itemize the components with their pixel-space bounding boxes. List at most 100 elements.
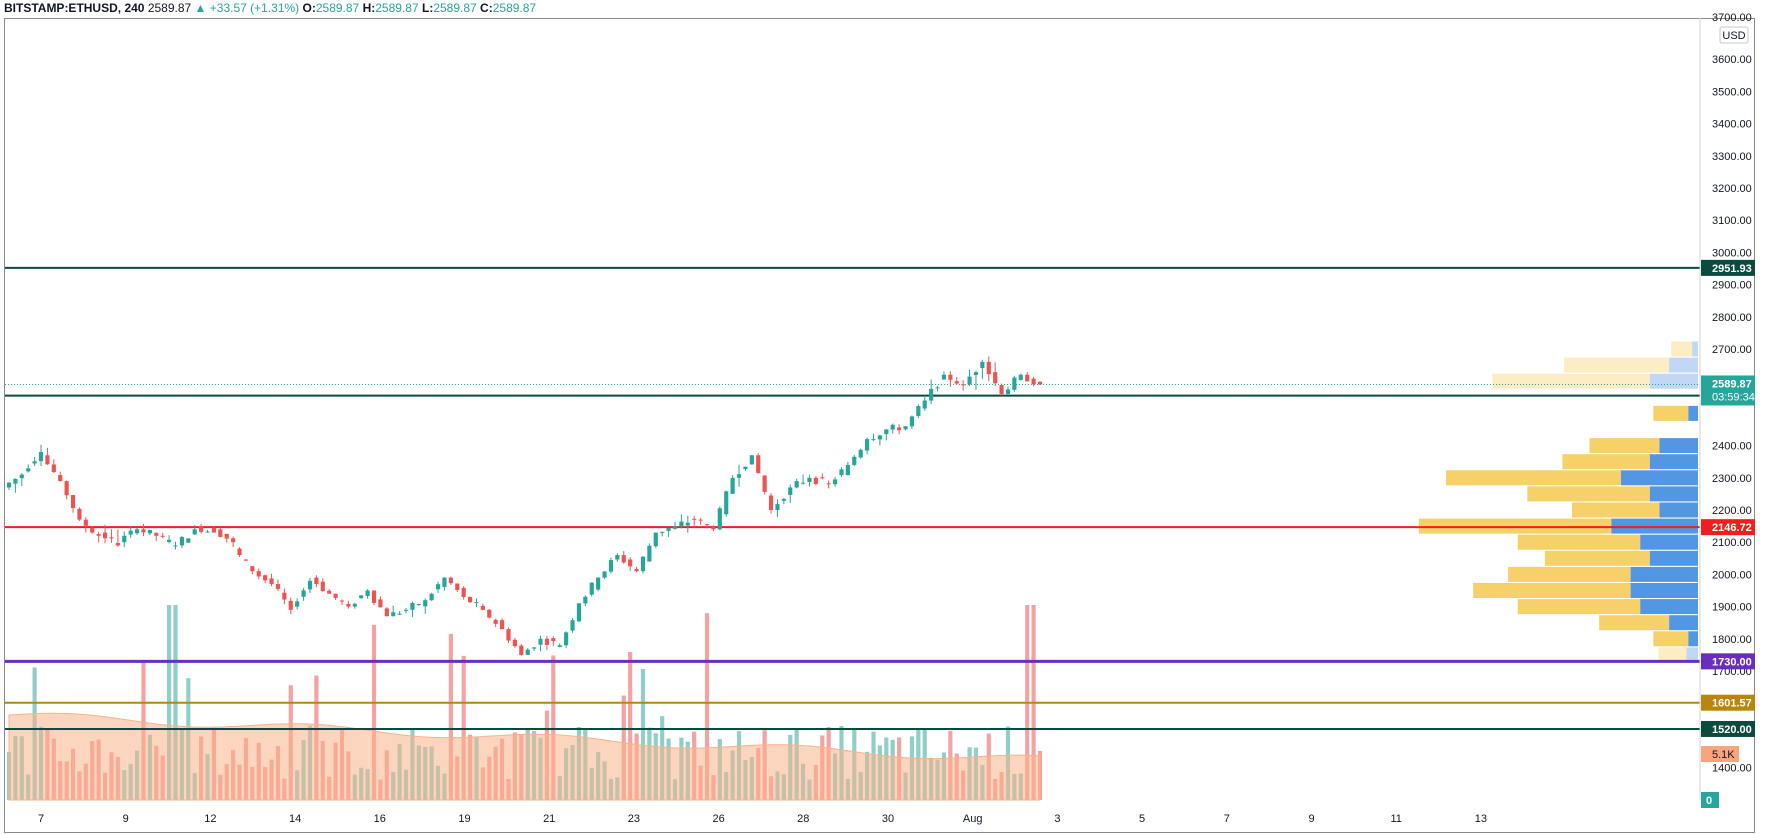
candle-body — [519, 645, 524, 655]
volume-profile-down-bar — [1630, 566, 1698, 582]
candle-body — [333, 593, 338, 598]
candle-body — [301, 590, 306, 597]
open-value: 2589.87 — [315, 1, 360, 15]
low-value: 2589.87 — [433, 1, 477, 15]
x-tick-label: 14 — [289, 813, 301, 825]
volume-bar — [640, 668, 646, 800]
volume-bar — [551, 655, 556, 800]
level-price-label: 1520.00 — [1712, 724, 1752, 736]
open-label: O: — [302, 1, 316, 15]
candle-body — [743, 466, 748, 470]
candle-body — [897, 427, 902, 431]
volume-profile-up-bar — [1473, 583, 1631, 598]
candle-body — [205, 531, 210, 533]
y-tick-label: 3400.00 — [1712, 119, 1752, 131]
volume-profile-down-bar — [1686, 647, 1698, 663]
candle-body — [589, 582, 594, 595]
volume-zero-label: 0 — [1706, 795, 1712, 807]
candle-body — [263, 575, 268, 581]
candle-body — [781, 498, 786, 501]
candles-layer — [6, 356, 1043, 656]
volume-profile-down-bar — [1649, 454, 1698, 470]
candle-body — [871, 439, 876, 441]
candle-body — [583, 596, 588, 604]
x-tick-label: 23 — [628, 813, 640, 825]
candle-body — [429, 593, 434, 601]
candle-body — [653, 532, 658, 547]
candle-body — [865, 439, 870, 451]
candle-body — [672, 526, 678, 529]
volume-profile-up-bar — [1517, 599, 1641, 615]
volume-ma-area — [8, 712, 1041, 801]
candle-body — [147, 529, 152, 534]
candle-body — [448, 577, 453, 584]
y-tick-label: 2300.00 — [1712, 473, 1752, 485]
candle-body — [794, 481, 799, 488]
time-axis: 7 9 12 14 16 19 21 23 26 28 30 Aug 3 5 7 9 11 13 — [38, 813, 1487, 825]
chart-frame — [4, 18, 1755, 833]
candle-body — [1025, 374, 1030, 382]
candle-body — [993, 372, 998, 384]
volume-bar — [448, 633, 453, 800]
volume-profile-up-bar — [1418, 518, 1612, 534]
candle-body — [954, 381, 959, 384]
volume-bar — [704, 613, 710, 800]
volume-bar — [461, 655, 466, 800]
candle-body — [1012, 377, 1017, 390]
candle-body — [141, 529, 146, 533]
y-tick-label: 1400.00 — [1712, 763, 1752, 775]
price-tags-layer: 2951.932555.062146.721730.001601.571520.… — [1701, 259, 1755, 808]
volume-profile-down-bar — [1649, 486, 1698, 502]
candle-body — [941, 374, 947, 380]
candle-body — [122, 535, 127, 543]
volume-profile-up-bar — [1572, 502, 1660, 518]
high-label: H: — [362, 1, 376, 15]
candle-body — [455, 583, 460, 590]
level-price-tag — [1701, 519, 1755, 536]
candle-body — [749, 455, 754, 465]
symbol-header: BITSTAMP:ETHUSD, 240 2589.87 ▲ +33.57 (+… — [4, 1, 536, 15]
candle-body — [160, 535, 165, 537]
candle-body — [640, 556, 646, 572]
y-tick-label: 3600.00 — [1712, 54, 1752, 66]
x-tick-label: 7 — [1224, 813, 1230, 825]
close-label: C: — [480, 1, 493, 15]
volume-profile-down-bar — [1688, 405, 1698, 421]
candle-body — [6, 482, 12, 488]
candle-body — [845, 464, 850, 476]
x-tick-label: 19 — [458, 813, 470, 825]
candle-body — [314, 577, 319, 585]
candle-body — [736, 474, 742, 478]
candle-body — [608, 560, 614, 572]
candle-body — [339, 600, 345, 602]
currency-badge[interactable] — [1719, 26, 1749, 44]
volume-layer — [6, 605, 1043, 801]
candle-body — [890, 424, 895, 430]
symbol-label: BITSTAMP:ETHUSD, 240 — [4, 1, 145, 15]
level-price-tag — [1701, 653, 1755, 670]
volume-profile-down-bar — [1611, 518, 1698, 534]
candle-body — [109, 537, 114, 539]
candle-body — [365, 590, 370, 596]
candle-body — [70, 495, 76, 508]
candle-body — [474, 602, 479, 604]
y-tick-label: 3500.00 — [1712, 86, 1752, 98]
candle-body — [397, 613, 402, 615]
volume-profile-up-bar — [1492, 373, 1650, 389]
price-change: ▲ +33.57 (+1.31%) — [194, 1, 300, 15]
candle-body — [26, 468, 31, 472]
candle-body — [685, 522, 690, 526]
candle-body — [435, 584, 441, 590]
candle-body — [359, 595, 364, 599]
candle-body — [679, 521, 684, 527]
volume-profile-down-bar — [1640, 599, 1698, 615]
x-tick-label: 12 — [204, 813, 216, 825]
y-tick-label: 1900.00 — [1712, 602, 1752, 614]
candle-body — [442, 577, 447, 587]
candle-body — [352, 603, 357, 607]
x-tick-label: 11 — [1390, 813, 1401, 825]
candle-body — [704, 524, 710, 526]
candle-body — [295, 601, 300, 607]
candle-body — [788, 487, 793, 495]
